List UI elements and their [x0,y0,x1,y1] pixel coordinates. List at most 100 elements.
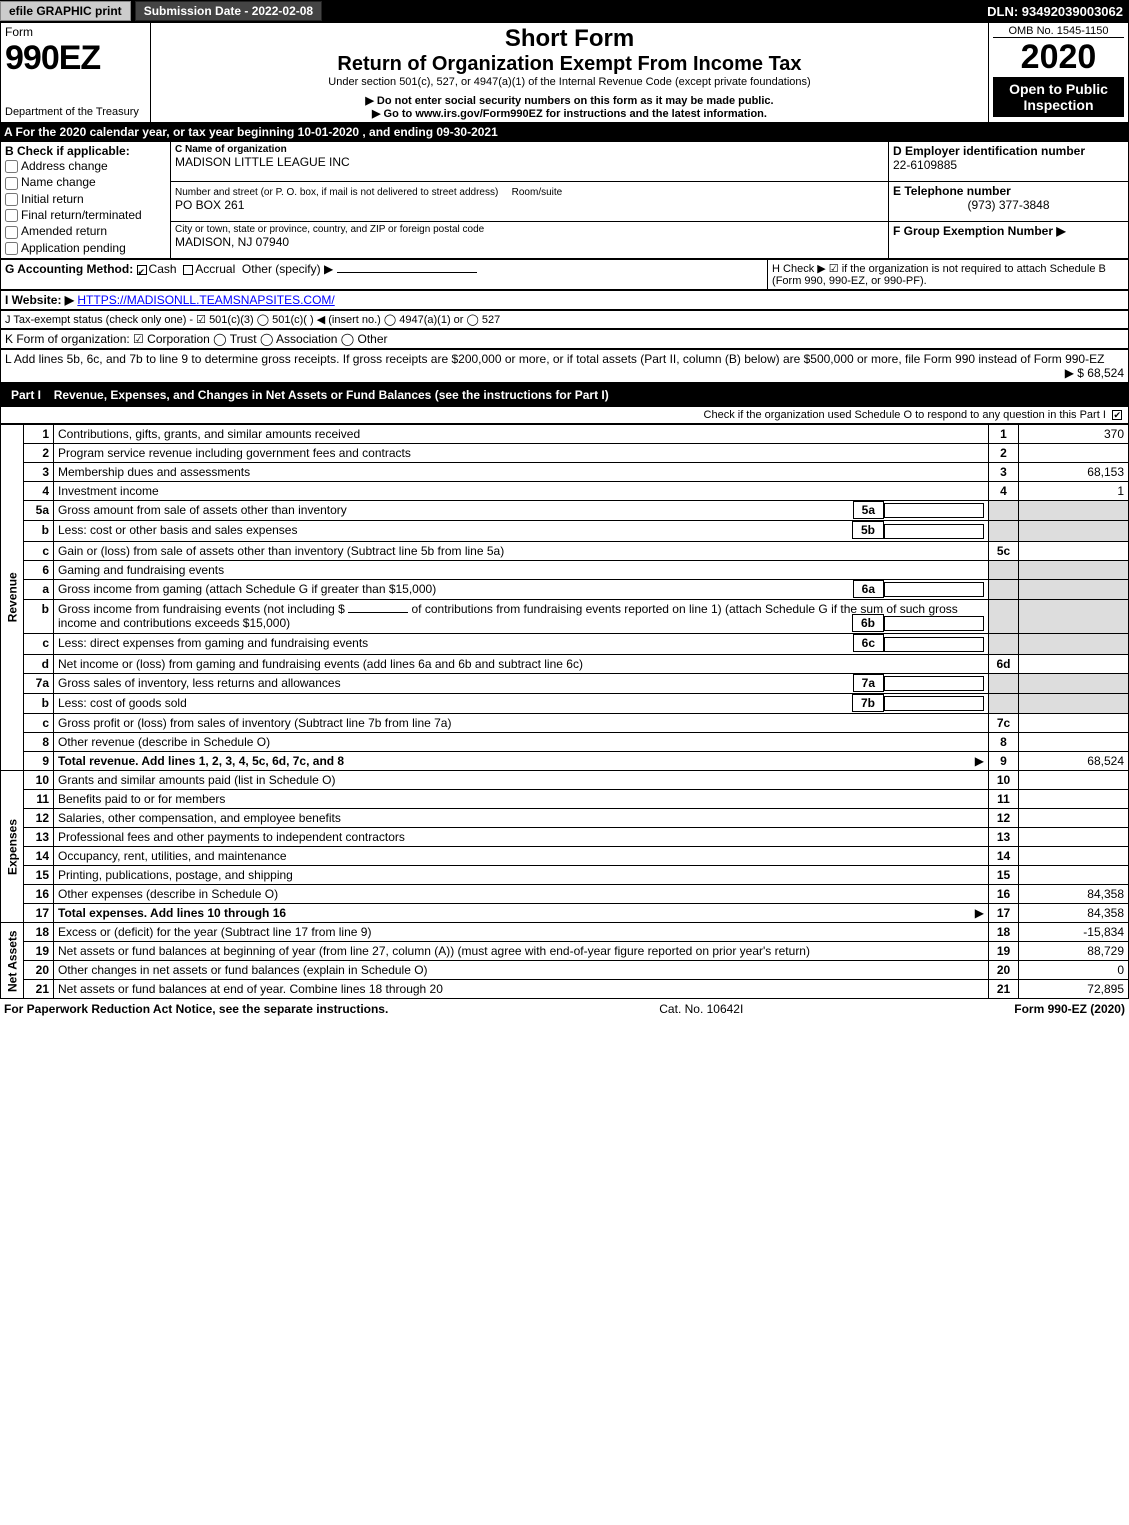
netassets-section-label: Net Assets [1,923,24,999]
line-14-val [1019,847,1129,866]
line-8-num: 8 [989,733,1019,752]
line-7c-val [1019,714,1129,733]
phone-value: (973) 377-3848 [893,198,1124,212]
line-a-period: A For the 2020 calendar year, or tax yea… [0,123,1129,141]
line-14-num: 14 [989,847,1019,866]
line-16-val: 84,358 [1019,885,1129,904]
g-cash-check[interactable] [137,265,147,275]
line-3-desc: Membership dues and assessments [58,465,250,479]
pra-notice: For Paperwork Reduction Act Notice, see … [4,1002,388,1016]
line-17-desc: Total expenses. Add lines 10 through 16 [58,906,286,920]
line-18-num: 18 [989,923,1019,942]
line-b-label: B Check if applicable: [5,144,166,158]
page-footer: For Paperwork Reduction Act Notice, see … [0,999,1129,1019]
line-21-val: 72,895 [1019,980,1129,999]
line-6c-desc: Less: direct expenses from gaming and fu… [58,636,368,650]
line-17-num: 17 [989,904,1019,923]
form-header-table: Form 990EZ Department of the Treasury Sh… [0,22,1129,123]
line-12-desc: Salaries, other compensation, and employ… [58,811,341,825]
line-20-desc: Other changes in net assets or fund bala… [58,963,428,977]
line-5b-desc: Less: cost or other basis and sales expe… [58,523,297,537]
line-2-desc: Program service revenue including govern… [58,446,411,460]
efile-print-button[interactable]: efile GRAPHIC print [0,1,131,21]
g-h-table: G Accounting Method: Cash Accrual Other … [0,259,1129,290]
part-i-heading: Revenue, Expenses, and Changes in Net As… [54,388,609,402]
line-3-val: 68,153 [1019,462,1129,481]
line-15-val [1019,866,1129,885]
top-bar: efile GRAPHIC print Submission Date - 20… [0,0,1129,22]
line-5b-sub: 5b [852,521,884,539]
check-initial-return[interactable]: Initial return [5,191,166,207]
revenue-section-label: Revenue [1,424,24,770]
h-schedule-b: H Check ▶ ☑ if the organization is not r… [768,259,1129,289]
street-label: Number and street (or P. O. box, if mail… [175,187,498,198]
line-4-num: 4 [989,481,1019,500]
i-website-label: I Website: ▶ [5,293,74,307]
line-21-num: 21 [989,980,1019,999]
line-4-desc: Investment income [58,484,159,498]
g-accrual-check[interactable] [183,265,193,275]
ssn-warning: ▶ Do not enter social security numbers o… [155,94,984,107]
line-3-num: 3 [989,462,1019,481]
line-20-num: 20 [989,961,1019,980]
line-9-num: 9 [989,752,1019,771]
open-public-inspection: Open to Public Inspection [993,77,1124,117]
check-amended-return[interactable]: Amended return [5,223,166,239]
schedule-o-check[interactable] [1112,410,1122,420]
part-i-check-o: Check if the organization used Schedule … [704,409,1106,421]
d-ein-label: D Employer identification number [893,144,1124,158]
e-phone-label: E Telephone number [893,184,1124,198]
goto-link[interactable]: ▶ Go to www.irs.gov/Form990EZ for instru… [155,107,984,120]
line-5a-desc: Gross amount from sale of assets other t… [58,503,347,517]
l-amount: ▶ $ 68,524 [1065,366,1124,380]
line-1-desc: Contributions, gifts, grants, and simila… [58,427,360,441]
line-6-desc: Gaming and fundraising events [58,563,224,577]
check-final-return[interactable]: Final return/terminated [5,207,166,223]
c-name-label: C Name of organization [175,144,884,155]
line-6a-desc: Gross income from gaming (attach Schedul… [58,582,436,596]
dept-treasury: Department of the Treasury [5,106,146,118]
g-cash-label: Cash [149,262,177,276]
line-2-val [1019,443,1129,462]
line-5c-num: 5c [989,541,1019,560]
line-1-val: 370 [1019,424,1129,443]
line-10-num: 10 [989,771,1019,790]
line-15-num: 15 [989,866,1019,885]
line-16-desc: Other expenses (describe in Schedule O) [58,887,278,901]
line-4-val: 1 [1019,481,1129,500]
line-18-desc: Excess or (deficit) for the year (Subtra… [58,925,371,939]
website-link[interactable]: HTTPS://MADISONLL.TEAMSNAPSITES.COM/ [77,293,334,307]
form-number: 990EZ [5,39,146,78]
check-application-pending[interactable]: Application pending [5,240,166,256]
line-8-desc: Other revenue (describe in Schedule O) [58,735,270,749]
line-19-val: 88,729 [1019,942,1129,961]
ein-value: 22-6109885 [893,158,1124,172]
line-6d-val [1019,654,1129,673]
org-name: MADISON LITTLE LEAGUE INC [175,155,884,169]
check-address-change[interactable]: Address change [5,158,166,174]
part-i-lines-table: Revenue 1 Contributions, gifts, grants, a… [0,424,1129,999]
line-18-val: -15,834 [1019,923,1129,942]
line-6b-sub: 6b [852,614,884,632]
line-12-val [1019,809,1129,828]
line-7c-num: 7c [989,714,1019,733]
street-value: PO BOX 261 [175,198,884,212]
line-5c-val [1019,541,1129,560]
line-9-arrow: ▶ [975,754,984,768]
line-7c-desc: Gross profit or (loss) from sales of inv… [58,716,451,730]
line-15-desc: Printing, publications, postage, and shi… [58,868,293,882]
line-17-val: 84,358 [1019,904,1129,923]
tax-year: 2020 [993,38,1124,77]
check-name-change[interactable]: Name change [5,174,166,190]
line-9-desc: Total revenue. Add lines 1, 2, 3, 4, 5c,… [58,754,344,768]
line-19-desc: Net assets or fund balances at beginning… [58,944,810,958]
submission-date-badge: Submission Date - 2022-02-08 [135,1,322,21]
part-i-label: Part I [5,386,47,404]
line-10-desc: Grants and similar amounts paid (list in… [58,773,335,787]
line-20-val: 0 [1019,961,1129,980]
cat-no: Cat. No. 10642I [659,1002,743,1016]
omb-number: OMB No. 1545-1150 [993,25,1124,38]
line-11-desc: Benefits paid to or for members [58,792,225,806]
form-ref: Form 990-EZ (2020) [1014,1002,1125,1016]
line-12-num: 12 [989,809,1019,828]
